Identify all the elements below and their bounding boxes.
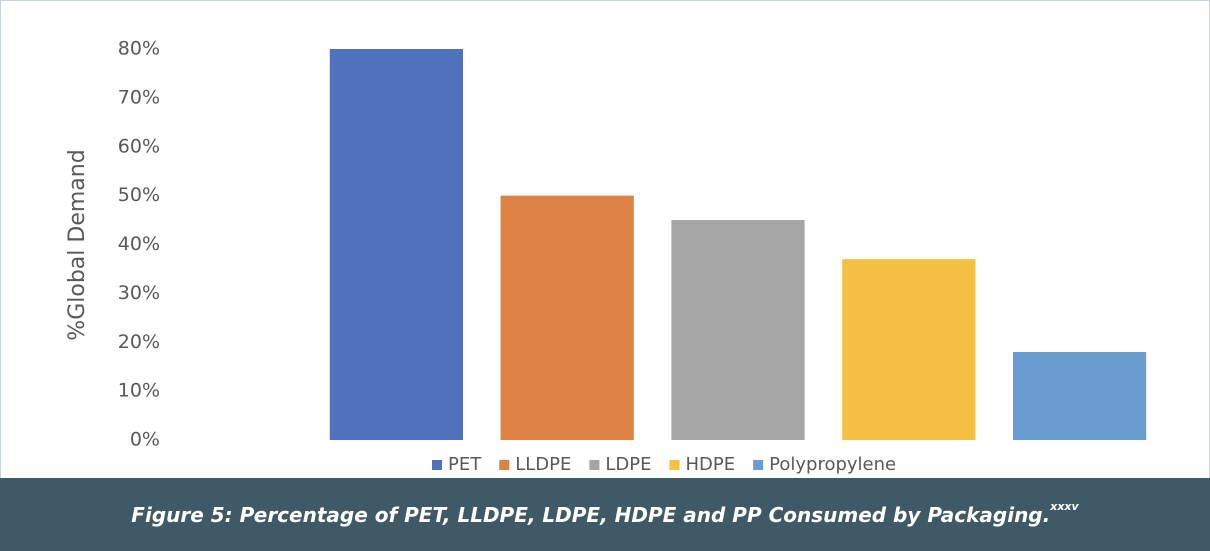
caption: Figure 5: Percentage of PET, LLDPE, LDPE… [131, 500, 1079, 527]
bar [1012, 352, 1147, 440]
bar [671, 220, 805, 440]
legend-swatch [669, 460, 680, 470]
legend-swatch [753, 460, 764, 470]
y-tick-label: 50% [118, 184, 160, 206]
legend-label: PET [448, 454, 482, 475]
caption-bar [0, 478, 1210, 551]
y-tick-label: 70% [118, 86, 160, 108]
y-tick-label: 20% [118, 331, 160, 353]
legend-swatch [432, 460, 442, 470]
legend-swatch [499, 460, 510, 470]
y-tick-label: 80% [118, 38, 160, 60]
bar [329, 49, 464, 440]
y-axis-label: %Global Demand [65, 149, 90, 340]
legend-label: LLDPE [515, 454, 571, 475]
legend-label: Polypropylene [769, 454, 896, 475]
legend-swatch [589, 460, 600, 470]
caption-superscript: xxxv [1049, 500, 1079, 513]
y-tick-label: 40% [118, 233, 160, 255]
bar [500, 195, 634, 440]
bar [842, 259, 976, 440]
legend-label: LDPE [605, 454, 651, 475]
caption-text: Figure 5: Percentage of PET, LLDPE, LDPE… [131, 503, 1050, 527]
y-tick-label: 10% [118, 380, 160, 402]
y-tick-label: 0% [130, 429, 160, 451]
legend-label: HDPE [686, 454, 736, 475]
y-tick-label: 30% [118, 282, 160, 304]
y-tick-label: 60% [118, 135, 160, 157]
